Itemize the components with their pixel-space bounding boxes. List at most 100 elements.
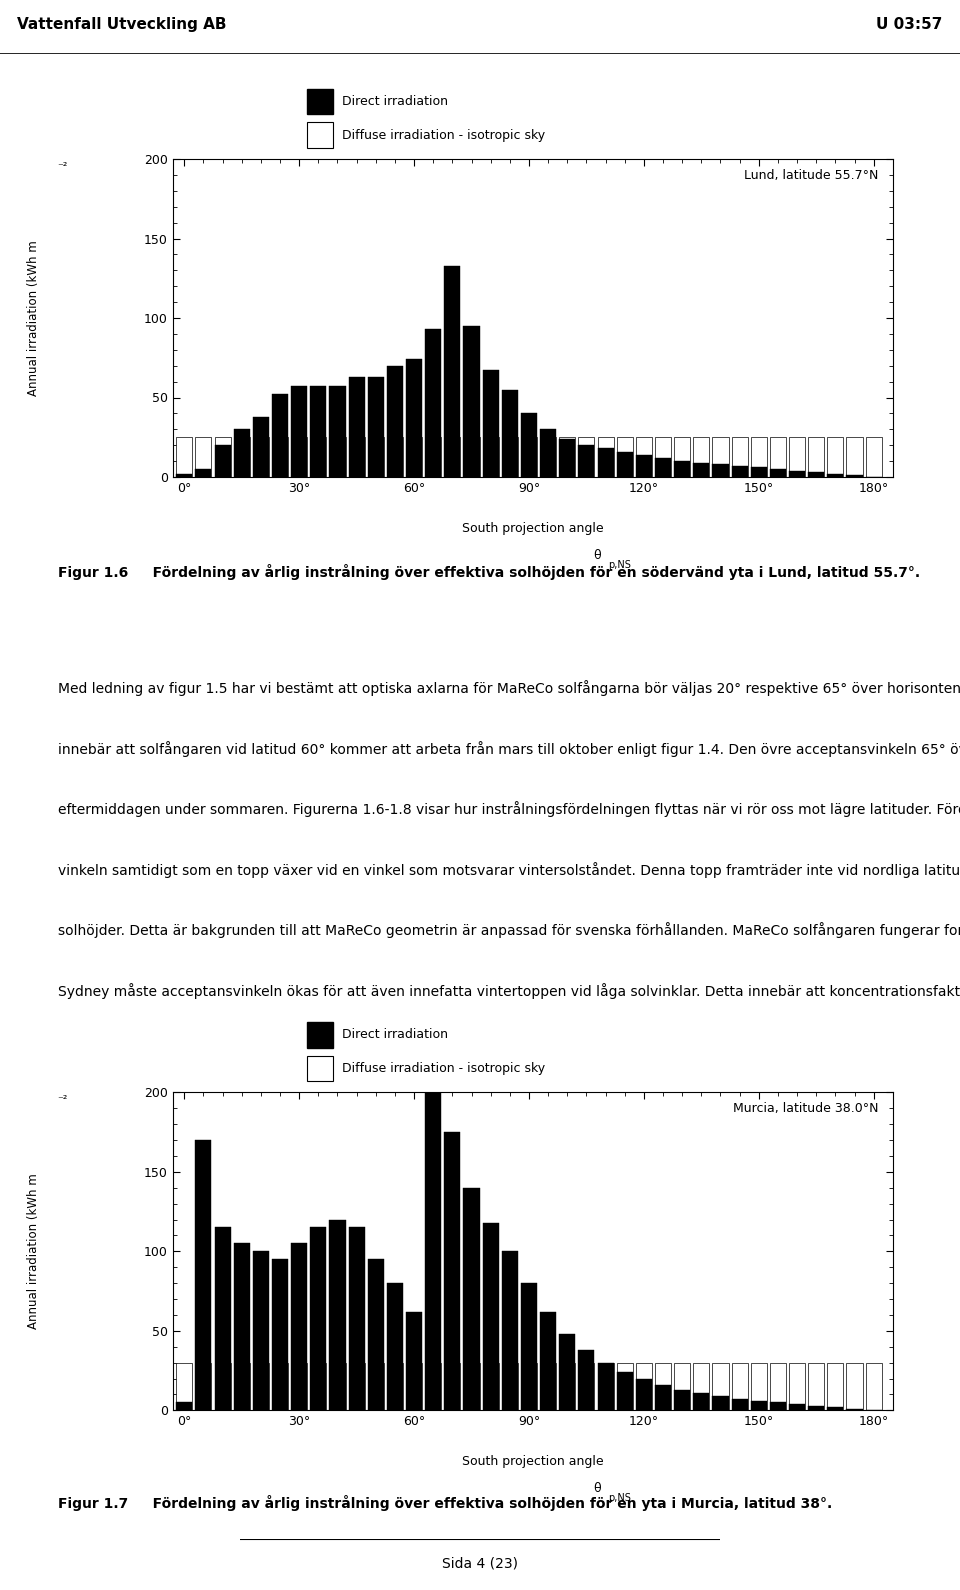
Bar (521, 413, 537, 477)
Bar (348, 1363, 365, 1410)
Bar (674, 1390, 690, 1410)
Bar (348, 377, 365, 477)
Bar (307, 89, 333, 114)
Bar (560, 437, 575, 477)
Bar (636, 1379, 652, 1410)
Text: Sida 4 (23): Sida 4 (23) (442, 1557, 518, 1571)
Bar (233, 437, 250, 477)
Bar (368, 377, 384, 477)
Text: vinkeln samtidigt som en topp växer vid en vinkel som motsvarar vintersolståndet: vinkeln samtidigt som en topp växer vid … (58, 862, 960, 878)
Bar (616, 452, 633, 477)
Bar (214, 1363, 230, 1410)
Bar (712, 437, 729, 477)
Bar (196, 469, 211, 477)
Bar (712, 1396, 729, 1410)
Bar (310, 386, 326, 477)
Bar (636, 455, 652, 477)
Text: innebär att solfångaren vid latitud 60° kommer att arbeta från mars till oktober: innebär att solfångaren vid latitud 60° … (58, 741, 960, 757)
Bar (732, 437, 748, 477)
Bar (272, 1259, 288, 1410)
Bar (348, 1227, 365, 1410)
Bar (444, 437, 461, 477)
Bar (272, 394, 288, 477)
Bar (291, 1243, 307, 1410)
Text: ⁻²: ⁻² (58, 162, 67, 172)
Bar (291, 437, 307, 477)
Bar (502, 390, 517, 477)
Bar (196, 1363, 211, 1410)
Bar (674, 437, 690, 477)
Text: eftermiddagen under sommaren. Figurerna 1.6-1.8 visar hur instrålningsfördelning: eftermiddagen under sommaren. Figurerna … (58, 801, 960, 817)
Bar (808, 437, 825, 477)
Text: p,NS: p,NS (608, 560, 631, 569)
Text: Murcia, latitude 38.0°N: Murcia, latitude 38.0°N (732, 1102, 878, 1115)
Bar (233, 429, 250, 477)
Bar (502, 1363, 517, 1410)
Bar (636, 1363, 652, 1410)
Bar (828, 474, 844, 477)
Bar (233, 1363, 250, 1410)
Bar (310, 1227, 326, 1410)
Bar (597, 437, 613, 477)
Text: Figur 1.6     Fördelning av årlig instrålning över effektiva solhöjden för en sö: Figur 1.6 Fördelning av årlig instrålnin… (58, 564, 920, 580)
Bar (847, 475, 862, 477)
Bar (464, 1188, 480, 1410)
Bar (177, 437, 192, 477)
Bar (329, 437, 346, 477)
Bar (214, 445, 230, 477)
Bar (770, 1402, 786, 1410)
Bar (521, 437, 537, 477)
Bar (655, 437, 671, 477)
Bar (578, 445, 594, 477)
Bar (828, 1407, 844, 1410)
Bar (252, 1251, 269, 1410)
Bar (847, 1409, 862, 1410)
Bar (387, 437, 403, 477)
Bar (406, 1312, 422, 1410)
Bar (808, 1363, 825, 1410)
Bar (444, 1132, 461, 1410)
Bar (578, 1363, 594, 1410)
Bar (712, 464, 729, 477)
Bar (847, 1363, 862, 1410)
Text: Lund, latitude 55.7°N: Lund, latitude 55.7°N (744, 169, 878, 181)
Text: U 03:57: U 03:57 (876, 17, 943, 32)
Bar (751, 467, 767, 477)
Text: ⁻²: ⁻² (58, 1096, 67, 1105)
Bar (655, 458, 671, 477)
Bar (560, 1363, 575, 1410)
Bar (616, 437, 633, 477)
Text: Figur 1.7     Fördelning av årlig instrålning över effektiva solhöjden för en yt: Figur 1.7 Fördelning av årlig instrålnin… (58, 1495, 832, 1510)
Bar (578, 1350, 594, 1410)
Bar (732, 466, 748, 477)
Text: Direct irradiation: Direct irradiation (342, 95, 447, 108)
Bar (406, 359, 422, 477)
Text: Med ledning av figur 1.5 har vi bestämt att optiska axlarna för MaReCo solfångar: Med ledning av figur 1.5 har vi bestämt … (58, 681, 960, 696)
Bar (597, 1363, 613, 1410)
Bar (770, 437, 786, 477)
Bar (307, 1056, 333, 1081)
Bar (636, 437, 652, 477)
Bar (597, 448, 613, 477)
Bar (866, 437, 881, 477)
Bar (789, 1404, 805, 1410)
Bar (307, 122, 333, 148)
Bar (712, 1363, 729, 1410)
Bar (808, 1406, 825, 1410)
Bar (693, 437, 709, 477)
Bar (502, 1251, 517, 1410)
Bar (272, 1363, 288, 1410)
Bar (655, 1385, 671, 1410)
Bar (464, 1363, 480, 1410)
Bar (828, 1363, 844, 1410)
Bar (425, 1053, 442, 1410)
Text: θ: θ (593, 1482, 601, 1495)
Bar (252, 437, 269, 477)
Bar (578, 437, 594, 477)
Text: Diffuse irradiation - isotropic sky: Diffuse irradiation - isotropic sky (342, 129, 545, 142)
Bar (483, 437, 498, 477)
Bar (406, 437, 422, 477)
Bar (751, 1363, 767, 1410)
Bar (540, 437, 556, 477)
Bar (597, 1363, 613, 1410)
